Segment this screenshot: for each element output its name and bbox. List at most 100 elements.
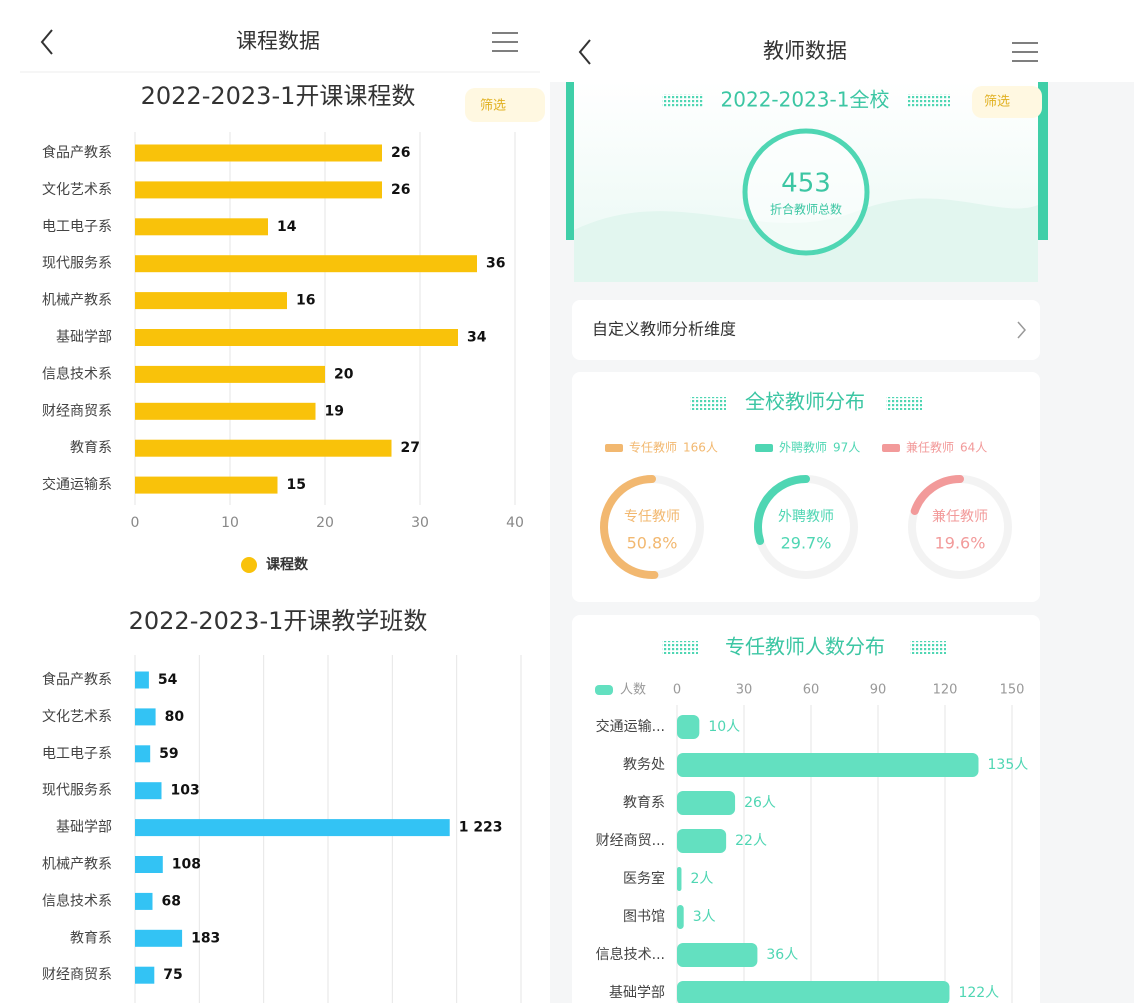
bar <box>135 439 392 457</box>
value-label: 16 <box>296 293 315 309</box>
menu-button[interactable] <box>492 32 518 52</box>
category-label: 电工电子系 <box>42 746 112 762</box>
category-label: 教育系 <box>623 795 665 811</box>
decoration <box>662 94 704 107</box>
value-label: 36人 <box>766 947 798 963</box>
decoration <box>908 94 950 107</box>
value-label: 103 <box>171 783 200 799</box>
category-label: 机械产教系 <box>42 857 112 873</box>
legend-marker <box>595 685 613 695</box>
category-label: 基础学部 <box>609 984 665 1001</box>
category-label: 信息技术... <box>596 946 665 963</box>
donut-value: 29.7% <box>781 534 832 553</box>
value-label: 183 <box>191 930 220 946</box>
category-label: 财经商贸系 <box>42 967 112 983</box>
value-label: 26 <box>391 182 410 198</box>
category-label: 信息技术系 <box>42 365 112 382</box>
chart-title: 专任教师人数分布 <box>725 635 885 659</box>
filter-button[interactable] <box>465 88 545 122</box>
back-button[interactable] <box>40 29 53 55</box>
value-label: 34 <box>467 330 487 346</box>
category-label: 财经商贸系 <box>42 403 112 419</box>
page-title: 教师数据 <box>763 39 847 63</box>
x-tick-label: 40 <box>506 515 524 531</box>
bar <box>135 745 151 763</box>
filter-button[interactable] <box>972 86 1042 118</box>
category-label: 交通运输... <box>596 718 665 735</box>
page-title: 课程数据 <box>236 29 320 53</box>
x-tick-label: 0 <box>673 683 681 698</box>
category-label: 教务处 <box>623 757 665 773</box>
custom-card[interactable] <box>572 300 1040 360</box>
bar <box>135 365 325 383</box>
legend-marker <box>605 444 623 452</box>
category-label: 文化艺术系 <box>42 709 112 725</box>
bar <box>135 966 155 984</box>
value-label: 2人 <box>690 871 713 887</box>
bar <box>135 671 149 689</box>
custom-label: 自定义教师分析维度 <box>592 320 736 339</box>
value-label: 135人 <box>988 757 1029 773</box>
bar <box>135 402 316 420</box>
category-label: 财经商贸... <box>596 833 665 849</box>
bar <box>135 929 183 947</box>
menu-button[interactable] <box>1012 42 1038 62</box>
legend-label: 外聘教师 <box>779 440 827 455</box>
value-label: 22人 <box>735 833 767 849</box>
bar <box>677 905 684 929</box>
category-label: 机械产教系 <box>42 293 112 309</box>
value-label: 54 <box>158 672 178 688</box>
right-header <box>550 0 1134 82</box>
legend-count: 64人 <box>960 441 987 455</box>
x-tick-label: 120 <box>933 683 958 698</box>
bar <box>135 782 162 800</box>
x-tick-label: 10 <box>221 515 239 531</box>
bar <box>677 829 727 853</box>
total-ring <box>742 128 870 256</box>
bar <box>135 856 163 873</box>
bar-card <box>572 615 1040 1003</box>
bar <box>135 329 458 346</box>
decoration <box>910 641 946 654</box>
chevron <box>1017 321 1026 339</box>
category-label: 交通运输系 <box>42 476 112 493</box>
donut-label: 兼任教师 <box>932 509 988 525</box>
back-button[interactable] <box>578 39 591 65</box>
x-tick-label: 90 <box>870 683 887 698</box>
value-label: 68 <box>161 893 180 909</box>
x-tick-label: 150 <box>1000 683 1025 698</box>
bar <box>135 218 268 236</box>
value-label: 20 <box>334 366 354 382</box>
value-label: 27 <box>401 440 420 456</box>
chart-title: 全校教师分布 <box>745 390 865 414</box>
category-label: 图书馆 <box>623 909 665 925</box>
legend-marker <box>241 557 257 573</box>
value-label: 75 <box>163 967 182 983</box>
category-label: 食品产教系 <box>42 144 112 161</box>
filter-label: 筛选 <box>984 95 1010 110</box>
chart-title: 2022-2023-1开课课程数 <box>141 82 416 110</box>
banner-edge <box>566 82 574 240</box>
bar <box>135 819 450 837</box>
value-label: 26 <box>391 145 410 161</box>
bar <box>677 981 950 1003</box>
category-label: 教育系 <box>70 930 112 946</box>
legend-label: 兼任教师 <box>906 440 954 455</box>
x-tick-label: 30 <box>411 515 429 531</box>
category-label: 信息技术系 <box>42 892 112 909</box>
decoration <box>690 397 726 410</box>
bar <box>135 892 153 910</box>
donut-arc <box>910 475 964 516</box>
bar <box>677 867 682 891</box>
donut-label: 外聘教师 <box>778 509 834 525</box>
distribution-card <box>572 372 1040 602</box>
donut-value: 19.6% <box>935 534 986 553</box>
total-value: 453 <box>781 169 831 199</box>
chart-title: 2022-2023-1开课教学班数 <box>129 607 428 635</box>
bar <box>135 476 278 494</box>
donut-value: 50.8% <box>627 534 678 553</box>
banner-edge <box>1038 82 1048 240</box>
value-label: 122人 <box>958 985 999 1001</box>
legend-label: 人数 <box>620 683 646 698</box>
category-label: 电工电子系 <box>42 219 112 235</box>
